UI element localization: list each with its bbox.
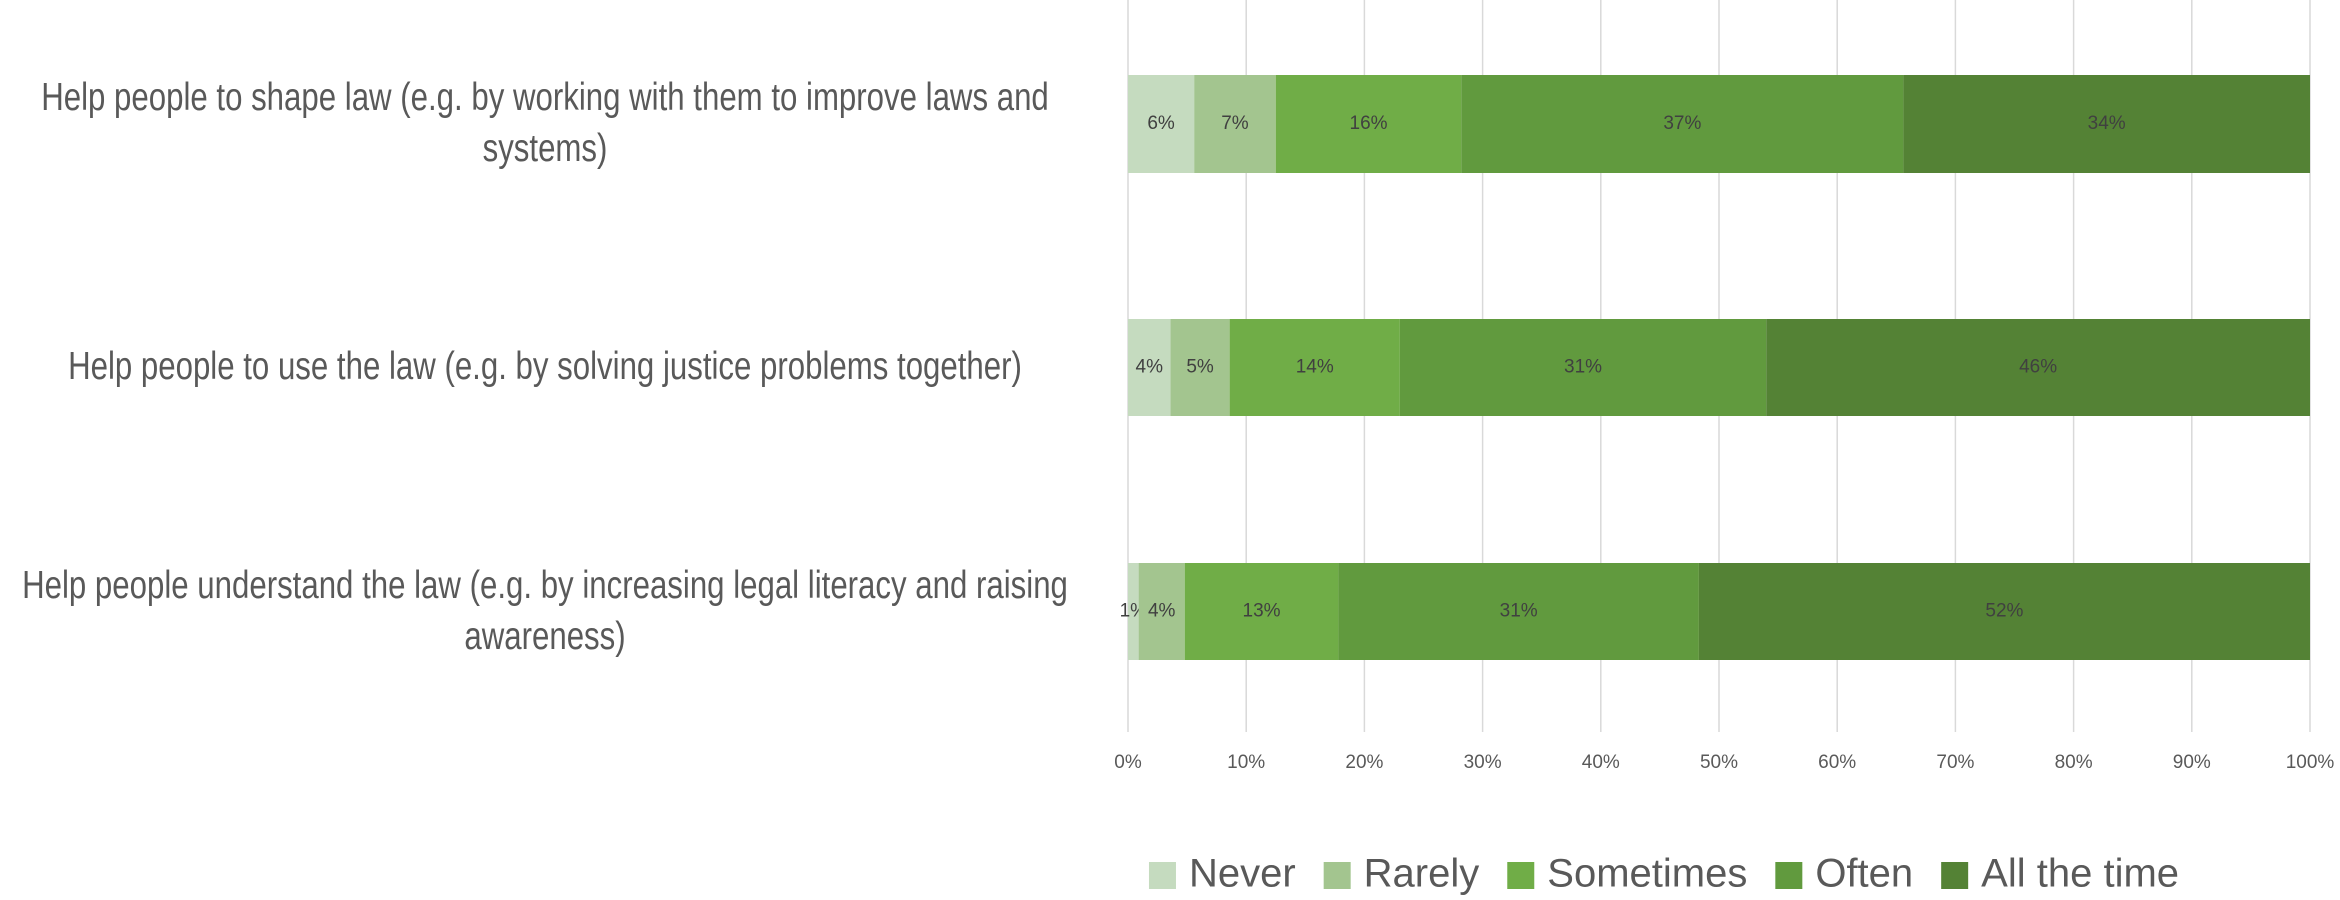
data-label: 31% (1500, 601, 1538, 622)
data-label: 4% (1148, 601, 1176, 622)
bar-segment (1903, 75, 2310, 173)
data-label: 7% (1221, 113, 1249, 134)
bar-segment (1194, 75, 1276, 173)
data-label: 52% (1985, 601, 2023, 622)
bar-segment (1138, 563, 1185, 660)
x-tick-label: 0% (1114, 752, 1142, 773)
category-label: Help people to use the law (e.g. by solv… (68, 345, 1022, 389)
legend-label: Rarely (1364, 852, 1480, 896)
data-label: 4% (1136, 357, 1164, 378)
x-tick-label: 80% (2055, 752, 2093, 773)
legend-swatch (1507, 862, 1535, 889)
legend-swatch (1148, 862, 1176, 889)
x-tick-label: 90% (2173, 752, 2211, 773)
data-label: 34% (2088, 113, 2126, 134)
data-label: 6% (1147, 113, 1175, 134)
x-tick-label: 40% (1582, 752, 1620, 773)
bar-segment (1128, 319, 1171, 416)
bar-segment (1275, 75, 1462, 173)
data-label: 16% (1350, 113, 1388, 134)
bar-segment (1399, 319, 1767, 416)
data-label: 13% (1243, 601, 1281, 622)
x-tick-label: 50% (1700, 752, 1738, 773)
x-tick-label: 30% (1464, 752, 1502, 773)
x-tick-label: 20% (1345, 752, 1383, 773)
legend-label: Never (1189, 852, 1296, 896)
data-label: 31% (1564, 357, 1602, 378)
legend-swatch (1323, 862, 1351, 889)
bar-segment (1461, 75, 1904, 173)
legend-label: Sometimes (1547, 852, 1747, 896)
legend-swatch (1941, 862, 1969, 889)
data-label: 14% (1296, 357, 1334, 378)
legend-swatch (1775, 862, 1803, 889)
x-tick-label: 70% (1936, 752, 1974, 773)
x-tick-label: 100% (2286, 752, 2335, 773)
bar-segment (1170, 319, 1230, 416)
bar-segment (1229, 319, 1400, 416)
data-label: 5% (1186, 357, 1214, 378)
data-label: 37% (1663, 113, 1701, 134)
legend-label: All the time (1981, 852, 2179, 896)
x-tick-label: 60% (1818, 752, 1856, 773)
category-label: Help people understand the law (e.g. by … (22, 563, 1068, 658)
bar-segment (1128, 75, 1195, 173)
bar-segment (1698, 563, 2310, 660)
bar-segment (1128, 563, 1139, 660)
bar-segment (1766, 319, 2310, 416)
bar-segment (1184, 563, 1339, 660)
data-label: 46% (2019, 357, 2057, 378)
x-tick-label: 10% (1227, 752, 1265, 773)
legend-label: Often (1815, 852, 1913, 896)
category-label: Help people to shape law (e.g. by workin… (41, 76, 1049, 170)
bar-segment (1338, 563, 1699, 660)
